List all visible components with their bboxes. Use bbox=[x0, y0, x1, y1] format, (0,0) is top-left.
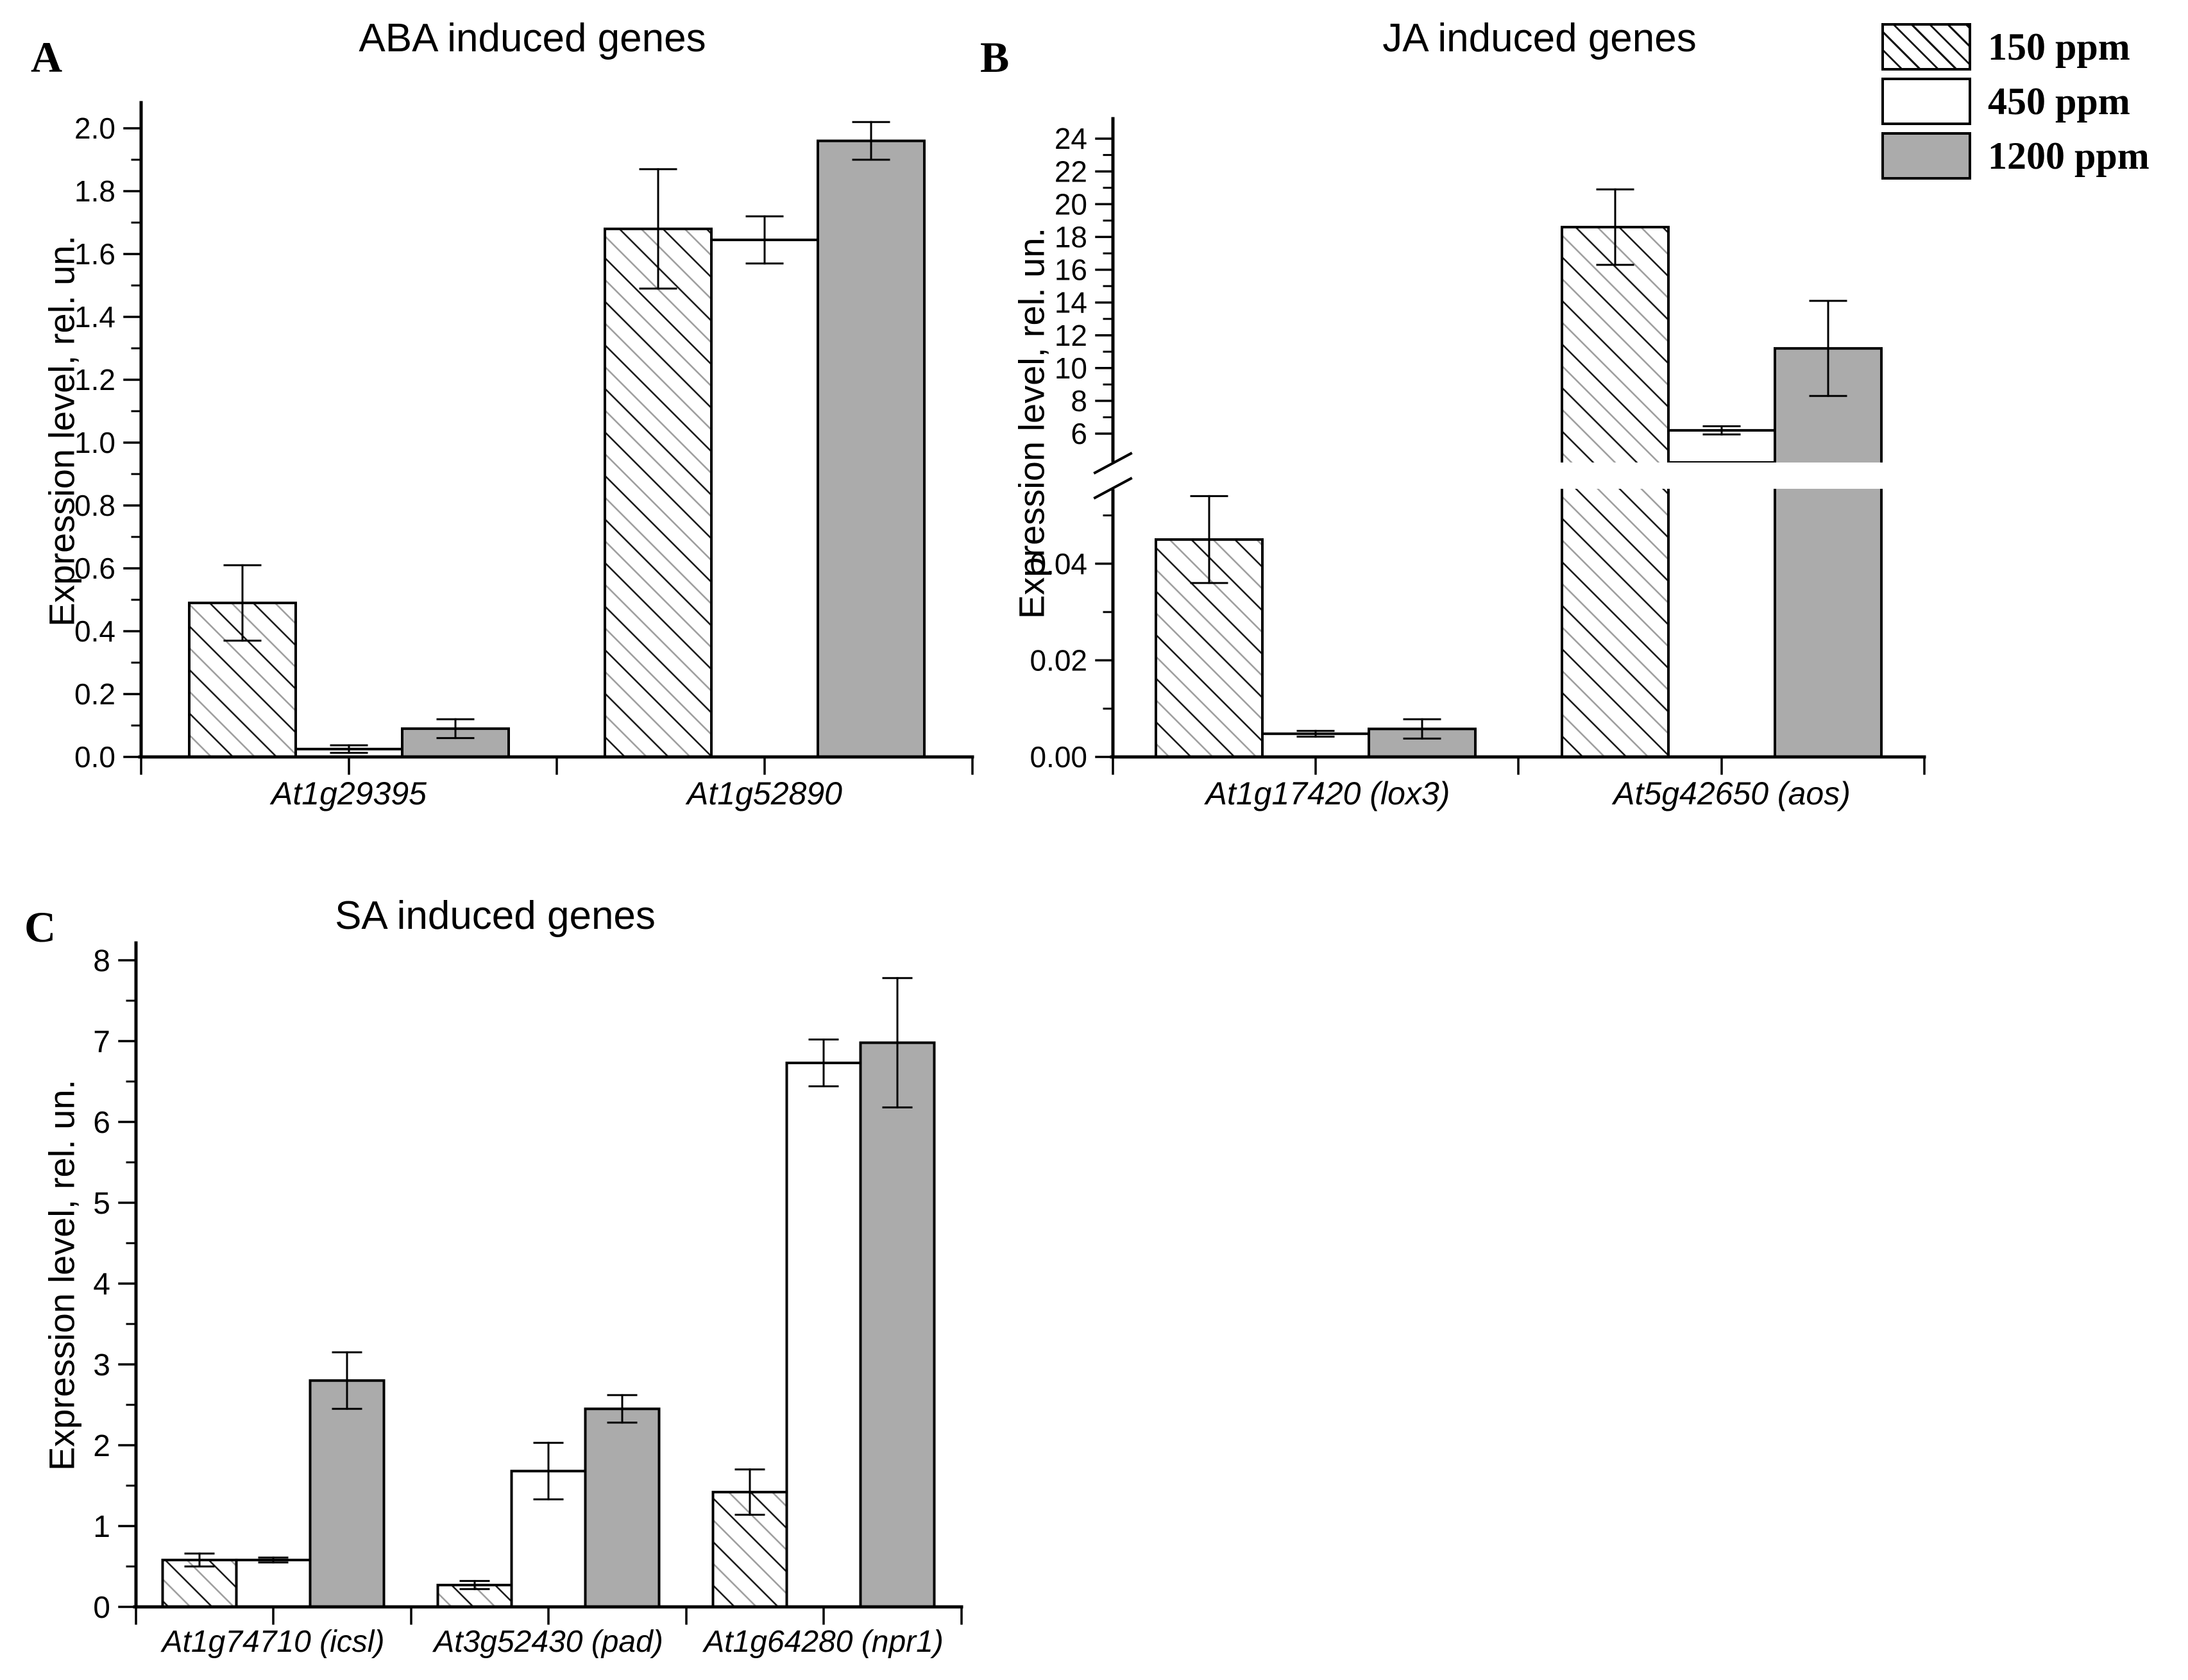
svg-text:4: 4 bbox=[93, 1268, 110, 1302]
legend-item: 1200 ppm bbox=[1881, 132, 2150, 180]
legend: 150 ppm 450 ppm 1200 ppm bbox=[1881, 23, 2150, 180]
svg-text:6: 6 bbox=[1071, 417, 1087, 450]
svg-text:6: 6 bbox=[93, 1106, 110, 1140]
category-label: At5g42650 (aos) bbox=[1613, 776, 1851, 811]
svg-text:0.02: 0.02 bbox=[1030, 643, 1087, 677]
svg-text:2.0: 2.0 bbox=[74, 112, 115, 145]
panel-b-title: JA induced genes bbox=[1382, 16, 1697, 60]
svg-text:0.2: 0.2 bbox=[74, 677, 115, 711]
svg-text:8: 8 bbox=[1071, 384, 1087, 418]
category-label: At1g52890 bbox=[687, 776, 842, 811]
category-label: At3g52430 (pad) bbox=[434, 1625, 663, 1659]
legend-label: 1200 ppm bbox=[1988, 135, 2150, 177]
svg-text:1: 1 bbox=[93, 1510, 110, 1544]
category-label: At1g17420 (lox3) bbox=[1205, 776, 1450, 811]
svg-text:2: 2 bbox=[93, 1429, 110, 1463]
svg-text:3: 3 bbox=[93, 1348, 110, 1382]
svg-text:1.0: 1.0 bbox=[74, 426, 115, 459]
legend-swatch-1200ppm bbox=[1881, 132, 1971, 180]
svg-text:0.6: 0.6 bbox=[74, 552, 115, 585]
svg-text:1.2: 1.2 bbox=[74, 363, 115, 396]
panel-b-y-axis-label: Expression level, rel. un. bbox=[1011, 227, 1052, 620]
svg-text:1.6: 1.6 bbox=[74, 237, 115, 271]
svg-text:8: 8 bbox=[93, 944, 110, 978]
panel-c-title: SA induced genes bbox=[335, 894, 656, 938]
svg-text:20: 20 bbox=[1055, 187, 1087, 221]
svg-text:5: 5 bbox=[93, 1187, 110, 1221]
legend-item: 150 ppm bbox=[1881, 23, 2150, 71]
svg-text:18: 18 bbox=[1055, 221, 1087, 254]
panel-a-y-axis-label: Expression level, rel. un. bbox=[41, 235, 82, 627]
svg-text:0.8: 0.8 bbox=[74, 489, 115, 522]
panel-a-title: ABA induced genes bbox=[359, 16, 706, 60]
svg-text:0.0: 0.0 bbox=[74, 740, 115, 774]
panel-a-letter: A bbox=[31, 33, 63, 81]
svg-text:1.8: 1.8 bbox=[74, 174, 115, 208]
panel-c-y-axis-label: Expression level, rel. un. bbox=[41, 1079, 82, 1472]
svg-text:24: 24 bbox=[1055, 122, 1087, 155]
legend-swatch-450ppm bbox=[1881, 78, 1971, 125]
svg-text:7: 7 bbox=[93, 1025, 110, 1059]
category-label: At1g74710 (icsl) bbox=[162, 1625, 385, 1659]
svg-text:12: 12 bbox=[1055, 319, 1087, 352]
svg-text:22: 22 bbox=[1055, 155, 1087, 188]
svg-text:0.4: 0.4 bbox=[74, 615, 115, 648]
category-label: At1g64280 (npr1) bbox=[704, 1625, 944, 1659]
panel-c-letter: C bbox=[24, 903, 56, 951]
svg-text:1.4: 1.4 bbox=[74, 300, 115, 334]
svg-text:16: 16 bbox=[1055, 253, 1087, 287]
category-label: At1g29395 bbox=[271, 776, 427, 811]
panel-b-letter: B bbox=[980, 33, 1010, 81]
legend-swatch-150ppm bbox=[1881, 23, 1971, 71]
legend-label: 450 ppm bbox=[1988, 80, 2130, 123]
legend-item: 450 ppm bbox=[1881, 78, 2150, 125]
legend-label: 150 ppm bbox=[1988, 26, 2130, 68]
svg-text:10: 10 bbox=[1055, 352, 1087, 385]
svg-text:0.04: 0.04 bbox=[1030, 547, 1087, 581]
svg-text:14: 14 bbox=[1055, 286, 1087, 319]
svg-text:0: 0 bbox=[93, 1591, 110, 1625]
svg-text:0.00: 0.00 bbox=[1030, 740, 1087, 774]
